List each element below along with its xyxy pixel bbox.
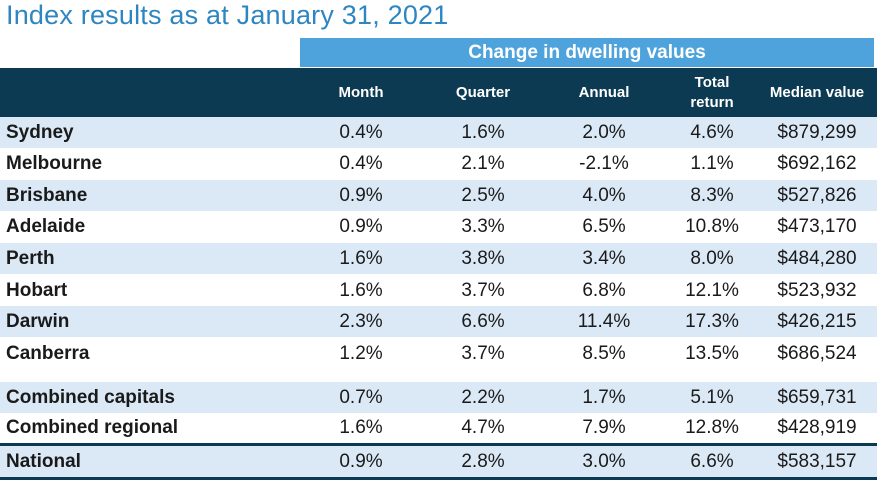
cell-median-value: $583,157 [777, 450, 857, 472]
table-row: Sydney 0.4% 1.6% 2.0% 4.6% $879,299 [0, 117, 877, 148]
row-name: Combined regional [6, 416, 179, 438]
cell-quarter: 2.5% [461, 184, 505, 206]
cell-median-value: $659,731 [777, 386, 857, 408]
cell-month: 1.6% [339, 279, 383, 301]
cell-annual: 6.5% [582, 215, 626, 237]
cell-quarter: 3.3% [461, 215, 505, 237]
row-name: Perth [6, 247, 55, 269]
cell-month: 0.4% [339, 152, 383, 174]
cell-total-return: 8.3% [690, 184, 734, 206]
cell-median-value: $428,919 [777, 416, 857, 438]
cell-month: 2.3% [339, 310, 383, 332]
cell-annual: -2.1% [579, 152, 629, 174]
table-row: Brisbane 0.9% 2.5% 4.0% 8.3% $527,826 [0, 180, 877, 211]
table-bottom-border [0, 477, 877, 480]
cell-quarter: 2.2% [461, 386, 505, 408]
cell-quarter: 2.8% [461, 450, 505, 472]
cell-total-return: 17.3% [685, 310, 739, 332]
cell-median-value: $426,215 [777, 310, 857, 332]
cell-month: 1.2% [339, 342, 383, 364]
cell-total-return: 13.5% [685, 342, 739, 364]
table-divider [0, 443, 877, 446]
cell-annual: 3.4% [582, 247, 626, 269]
cell-annual: 8.5% [582, 342, 626, 364]
row-name: Canberra [6, 342, 90, 364]
table-row: Darwin 2.3% 6.6% 11.4% 17.3% $426,215 [0, 306, 877, 337]
cell-quarter: 3.7% [461, 342, 505, 364]
cell-total-return: 8.0% [690, 247, 734, 269]
table-row-national: National 0.9% 2.8% 3.0% 6.6% $583,157 [0, 446, 877, 477]
row-name: Hobart [6, 279, 68, 301]
cell-annual: 4.0% [582, 184, 626, 206]
cell-month: 0.9% [339, 450, 383, 472]
page-title: Index results as at January 31, 2021 [6, 0, 449, 30]
cell-median-value: $686,524 [777, 342, 857, 364]
cell-month: 0.9% [339, 215, 383, 237]
header-total-return-line1: Total [694, 73, 730, 91]
column-group-header: Change in dwelling values [300, 38, 874, 67]
table-row: Melbourne 0.4% 2.1% -2.1% 1.1% $692,162 [0, 148, 877, 179]
header-quarter: Quarter [455, 83, 511, 101]
table-row: Adelaide 0.9% 3.3% 6.5% 10.8% $473,170 [0, 211, 877, 242]
table-row: Perth 1.6% 3.8% 3.4% 8.0% $484,280 [0, 243, 877, 274]
column-group-label: Change in dwelling values [468, 41, 706, 63]
cell-annual: 3.0% [582, 450, 626, 472]
row-name: Brisbane [6, 184, 88, 206]
header-month: Month [338, 83, 384, 101]
header-total-return: Total return [672, 68, 752, 117]
cell-quarter: 6.6% [461, 310, 505, 332]
cell-median-value: $879,299 [777, 121, 857, 143]
cell-annual: 7.9% [582, 416, 626, 438]
cell-month: 0.9% [339, 184, 383, 206]
cell-quarter: 2.1% [461, 152, 505, 174]
header-median-value: Median value [769, 83, 865, 101]
table-row: Combined capitals 0.7% 2.2% 1.7% 5.1% $6… [0, 382, 877, 413]
cell-month: 1.6% [339, 416, 383, 438]
cell-total-return: 5.1% [690, 386, 734, 408]
cell-median-value: $527,826 [777, 184, 857, 206]
cell-total-return: 4.6% [690, 121, 734, 143]
row-name: Sydney [6, 121, 74, 143]
cell-month: 0.4% [339, 121, 383, 143]
cell-median-value: $473,170 [777, 215, 857, 237]
cell-total-return: 12.8% [685, 416, 739, 438]
table-row: Combined regional 1.6% 4.7% 7.9% 12.8% $… [0, 412, 877, 443]
cell-total-return: 10.8% [685, 215, 739, 237]
cell-quarter: 4.7% [461, 416, 505, 438]
cell-total-return: 6.6% [690, 450, 734, 472]
table-row: Hobart 1.6% 3.7% 6.8% 12.1% $523,932 [0, 275, 877, 306]
cell-median-value: $484,280 [777, 247, 857, 269]
row-name: Adelaide [6, 215, 86, 237]
row-name: Darwin [6, 310, 70, 332]
cell-quarter: 3.8% [461, 247, 505, 269]
row-name: Combined capitals [6, 386, 175, 408]
row-name: Melbourne [6, 152, 103, 174]
cell-quarter: 1.6% [461, 121, 505, 143]
row-name: National [6, 450, 81, 472]
header-annual: Annual [578, 83, 630, 101]
cell-total-return: 1.1% [690, 152, 734, 174]
table-row: Canberra 1.2% 3.7% 8.5% 13.5% $686,524 [0, 338, 877, 369]
cell-annual: 11.4% [577, 310, 631, 332]
table-header: Month Quarter Annual Total return Median… [0, 68, 877, 117]
header-total-return-line2: return [690, 93, 734, 111]
cell-median-value: $692,162 [777, 152, 857, 174]
cell-median-value: $523,932 [777, 279, 857, 301]
cell-annual: 1.7% [582, 386, 626, 408]
cell-month: 1.6% [339, 247, 383, 269]
cell-annual: 6.8% [582, 279, 626, 301]
cell-annual: 2.0% [582, 121, 626, 143]
cell-total-return: 12.1% [685, 279, 739, 301]
cell-month: 0.7% [339, 386, 383, 408]
cell-quarter: 3.7% [461, 279, 505, 301]
